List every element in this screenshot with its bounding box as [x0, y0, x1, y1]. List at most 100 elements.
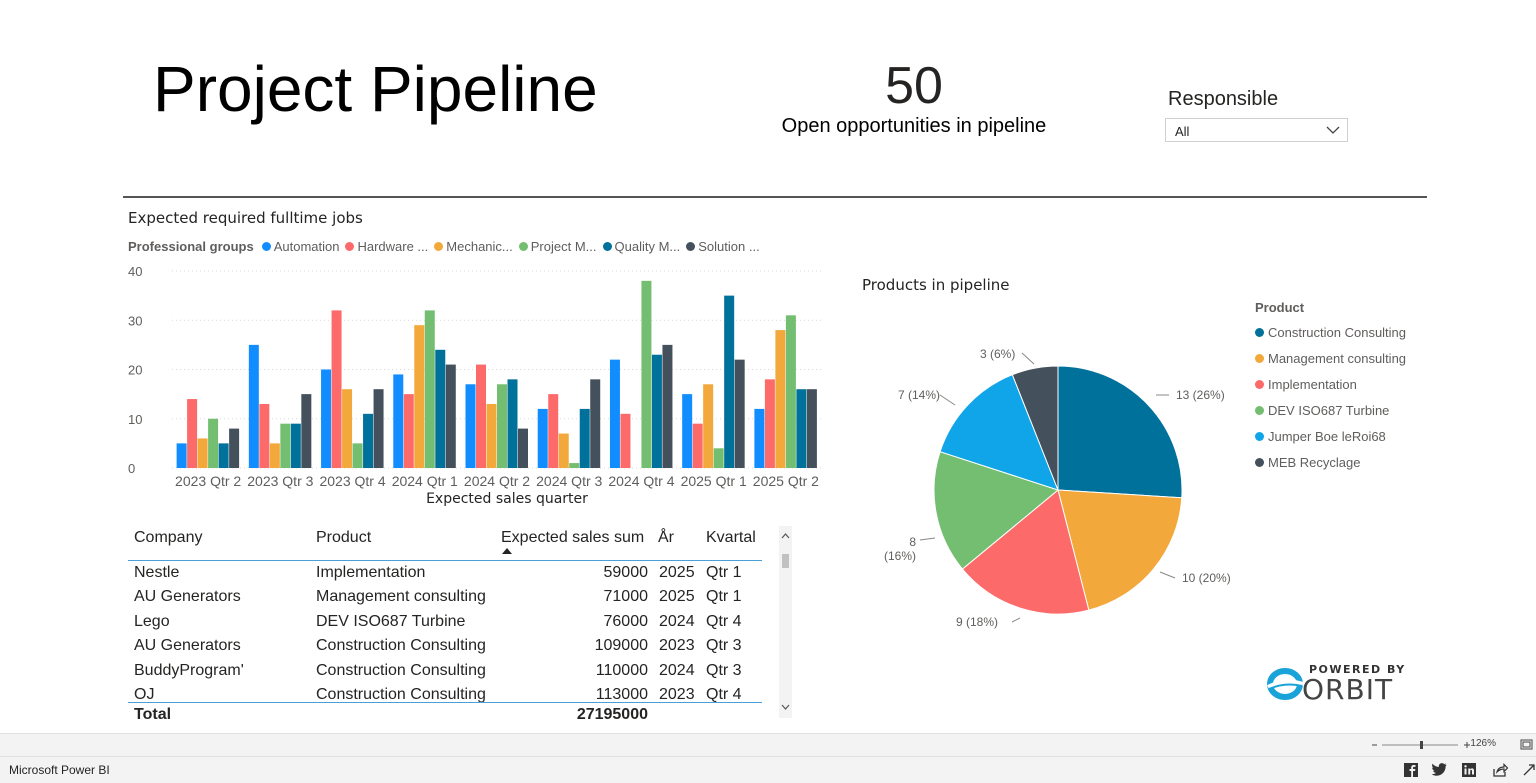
linkedin-icon[interactable] — [1462, 763, 1476, 777]
bar-chart[interactable]: 0 10 20 30 40 2023 Qtr 2 2023 Qtr 3 2023 Qtr 4 2… — [120, 258, 830, 510]
bar[interactable] — [609, 359, 620, 468]
bar[interactable] — [620, 413, 631, 468]
pie-legend-item[interactable]: Jumper Boe leRoi68 — [1255, 423, 1406, 449]
table-scrollbar[interactable] — [779, 526, 792, 718]
bar[interactable] — [301, 394, 312, 468]
bar-chart-title: Expected required fulltime jobs — [128, 209, 363, 227]
bar[interactable] — [331, 310, 342, 468]
bar[interactable] — [197, 438, 208, 468]
bar[interactable] — [713, 448, 724, 468]
column-header-product[interactable]: Product — [316, 529, 372, 546]
bar[interactable] — [373, 389, 384, 468]
facebook-icon[interactable] — [1404, 763, 1418, 777]
bar[interactable] — [248, 344, 259, 468]
column-header-company[interactable]: Company — [134, 529, 203, 546]
bar[interactable] — [703, 384, 714, 468]
bar[interactable] — [321, 369, 332, 469]
bar[interactable] — [290, 423, 301, 468]
pie-legend-item[interactable]: DEV ISO687 Turbine — [1255, 397, 1406, 423]
legend-item[interactable]: Hardware ... — [345, 239, 428, 254]
legend-item[interactable]: Quality M... — [602, 239, 680, 254]
bar[interactable] — [590, 379, 601, 468]
legend-item[interactable]: Project M... — [518, 239, 597, 254]
bar[interactable] — [352, 443, 363, 468]
bar[interactable] — [775, 330, 786, 468]
x-tick-label: 2024 Qtr 3 — [536, 473, 602, 489]
legend-label: Project M... — [530, 239, 597, 254]
bar[interactable] — [806, 389, 817, 468]
bar[interactable] — [724, 295, 735, 468]
table-row[interactable]: BuddyProgram' Construction Consulting 1100… — [128, 662, 764, 686]
bar[interactable] — [476, 364, 486, 468]
bar[interactable] — [579, 408, 590, 468]
bar[interactable] — [229, 428, 240, 468]
table-row[interactable]: AU Generators Management consulting 71000 2… — [128, 588, 764, 612]
bar[interactable] — [403, 394, 414, 468]
bar[interactable] — [259, 403, 270, 468]
bar[interactable] — [465, 384, 476, 468]
legend-item[interactable]: Automation — [261, 239, 339, 254]
bar[interactable] — [734, 359, 745, 468]
table-row[interactable]: Nestle Implementation 59000 2025 Qtr 1 — [128, 564, 764, 588]
bar[interactable] — [269, 443, 280, 468]
scroll-thumb[interactable] — [782, 554, 789, 568]
expand-icon[interactable] — [1522, 763, 1536, 777]
bar[interactable] — [692, 423, 703, 468]
pie-legend-item[interactable]: Management consulting — [1255, 345, 1406, 371]
pie-legend-item[interactable]: Implementation — [1255, 371, 1406, 397]
bar[interactable] — [558, 433, 569, 468]
pie-chart[interactable]: 13 (26%) 10 (20%) 9 (18%) 8 (16%) 7 (14%) 3 (6… — [860, 330, 1255, 640]
bar[interactable] — [424, 310, 435, 468]
bar[interactable] — [363, 413, 374, 468]
bar[interactable] — [785, 315, 796, 468]
bar[interactable] — [486, 403, 497, 468]
bar[interactable] — [497, 384, 507, 468]
pie-slice[interactable] — [961, 489, 1090, 615]
bar[interactable] — [651, 354, 662, 468]
table-row[interactable]: AU Generators Construction Consulting 1090… — [128, 637, 764, 661]
bar[interactable] — [662, 344, 673, 468]
bar[interactable] — [754, 408, 765, 468]
pie-legend-item[interactable]: Construction Consulting — [1255, 319, 1406, 345]
bar[interactable] — [569, 463, 580, 468]
bar[interactable] — [280, 423, 291, 468]
bar[interactable] — [393, 374, 404, 468]
pie-slice[interactable] — [933, 451, 1060, 570]
bar[interactable] — [435, 349, 446, 468]
column-header-quarter[interactable]: Kvartal — [706, 529, 756, 546]
scroll-down-icon[interactable] — [779, 700, 792, 714]
column-header-year[interactable]: År — [658, 529, 674, 546]
bar[interactable] — [208, 418, 219, 468]
bar[interactable] — [507, 379, 518, 468]
responsible-dropdown[interactable]: All — [1165, 118, 1348, 142]
bar[interactable] — [537, 408, 548, 468]
pie-legend-item[interactable]: MEB Recyclage — [1255, 449, 1406, 475]
column-header-sum[interactable]: Expected sales sum — [501, 529, 645, 546]
pie-slice[interactable] — [1057, 489, 1183, 611]
pie-slice[interactable] — [1057, 365, 1183, 499]
zoom-slider[interactable] — [1370, 738, 1475, 752]
table-row[interactable]: Lego DEV ISO687 Turbine 76000 2024 Qtr 4 — [128, 613, 764, 637]
twitter-icon[interactable] — [1432, 763, 1447, 776]
fit-to-page-icon[interactable] — [1520, 738, 1534, 752]
pie-slice[interactable] — [1011, 365, 1059, 491]
table-row[interactable]: OJ Construction Consulting 113000 2023 Qtr 4 — [128, 686, 764, 702]
legend-item[interactable]: Solution ... — [686, 239, 760, 254]
scroll-up-icon[interactable] — [779, 529, 792, 543]
bar[interactable] — [682, 394, 693, 468]
bar[interactable] — [414, 325, 425, 468]
bar[interactable] — [187, 399, 198, 468]
share-icon[interactable] — [1493, 763, 1508, 777]
bar[interactable] — [518, 428, 528, 468]
bar[interactable] — [445, 364, 456, 468]
bar[interactable] — [342, 389, 353, 468]
bar[interactable] — [641, 280, 652, 468]
bar[interactable] — [548, 394, 559, 468]
legend-item[interactable]: Mechanic... — [434, 239, 513, 254]
bar[interactable] — [176, 443, 187, 468]
bar[interactable] — [218, 443, 229, 468]
pie-slice[interactable] — [939, 374, 1059, 491]
bar[interactable] — [796, 389, 807, 468]
cell-company: OJ — [134, 686, 155, 702]
bar[interactable] — [764, 379, 775, 468]
